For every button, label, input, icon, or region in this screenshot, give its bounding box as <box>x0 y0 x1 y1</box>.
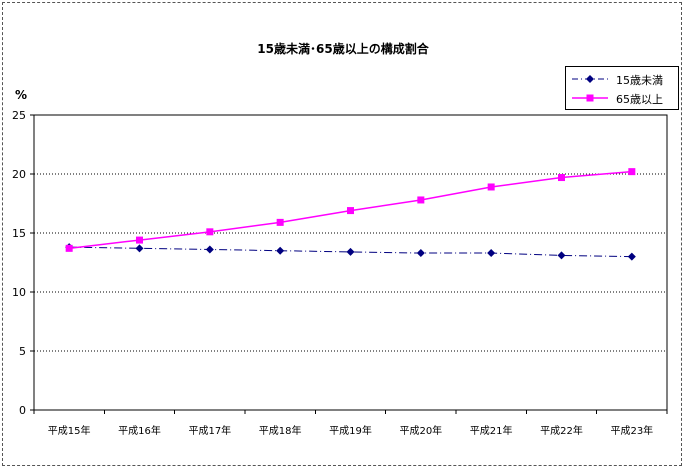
plot-area <box>33 114 668 411</box>
chart-title: 15歳未満･65歳以上の構成割合 <box>257 42 429 56</box>
legend-label-series-1: 15歳未満 <box>616 74 663 87</box>
x-tick-label: 平成18年 <box>259 424 302 437</box>
y-tick-label: 0 <box>19 404 26 417</box>
series-1-point <box>487 249 496 258</box>
series-2-point <box>628 168 636 176</box>
series-1-point <box>416 249 425 258</box>
series-1-point <box>135 244 144 253</box>
series-2-point <box>136 236 143 244</box>
series-1-point <box>627 252 636 261</box>
x-tick-label: 平成22年 <box>540 424 583 437</box>
series-2-point <box>206 228 214 236</box>
x-tick-label: 平成17年 <box>188 424 231 437</box>
legend-label-series-2: 65歳以上 <box>616 93 663 106</box>
x-tick-label: 平成16年 <box>118 424 161 437</box>
series-2-point <box>276 218 284 226</box>
series-2-point <box>347 207 354 215</box>
y-axis-unit-label: % <box>15 88 28 102</box>
series-2-point <box>65 244 73 252</box>
x-tick-label: 平成20年 <box>399 424 442 437</box>
chart-frame <box>2 2 682 466</box>
y-tick-label: 20 <box>12 168 26 181</box>
legend-swatch-series-1 <box>572 75 608 83</box>
y-tick-label: 25 <box>12 109 26 122</box>
series-2-point <box>417 196 425 204</box>
series-2-point <box>487 183 495 191</box>
x-tick-label: 平成23年 <box>610 424 653 437</box>
x-tick-label: 平成19年 <box>329 424 372 437</box>
x-tick-label: 平成21年 <box>470 424 513 437</box>
legend-item-series-1: 15歳未満 <box>570 70 678 88</box>
y-tick-label: 5 <box>19 345 26 358</box>
legend-swatch-series-2 <box>572 94 608 102</box>
series-1-point <box>205 245 214 254</box>
y-tick-label: 15 <box>12 227 26 240</box>
y-tick-label: 10 <box>12 286 26 299</box>
legend: 15歳未満 65歳以上 <box>565 66 679 110</box>
series-1-point <box>276 246 285 255</box>
series-2-point <box>558 174 565 182</box>
series-1-point <box>346 247 355 256</box>
x-tick-label: 平成15年 <box>48 424 91 437</box>
series-1-point <box>557 251 566 260</box>
legend-item-series-2: 65歳以上 <box>570 89 678 107</box>
